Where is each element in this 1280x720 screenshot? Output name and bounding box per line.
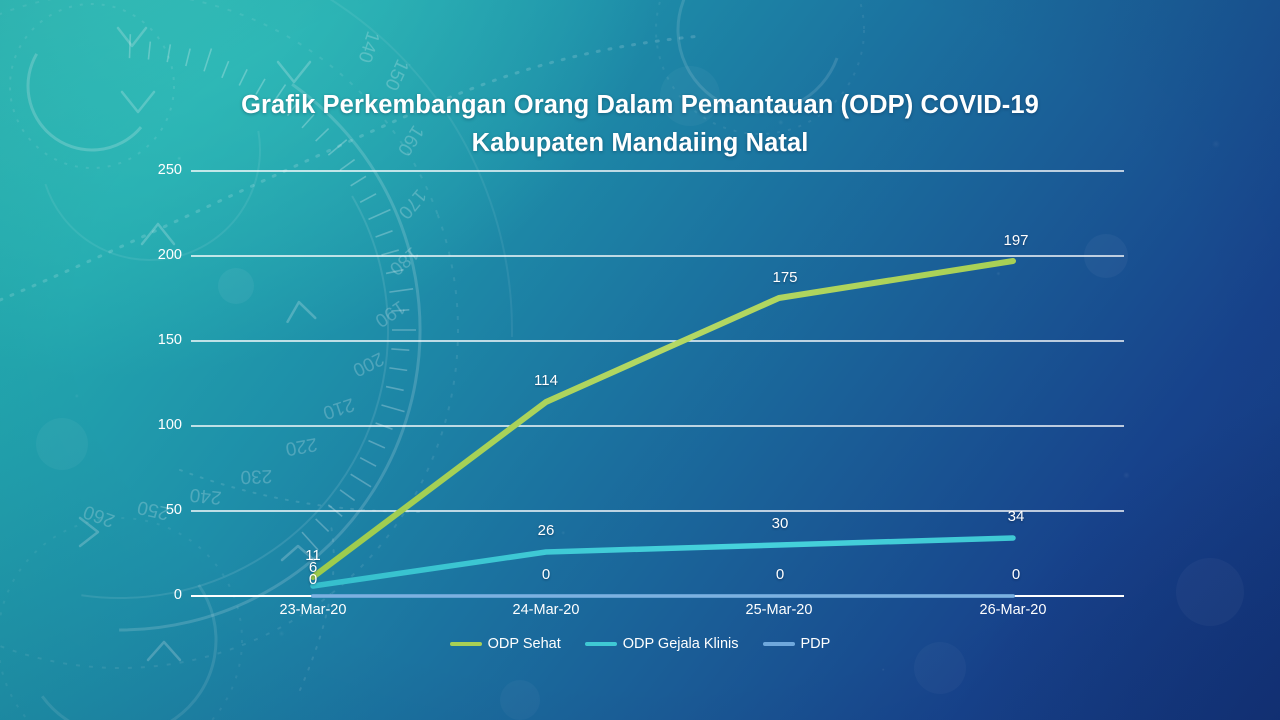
svg-text:230: 230 xyxy=(240,465,272,487)
legend-marker-odp-gejala-klinis xyxy=(584,642,617,646)
series-line-odp-sehat xyxy=(310,258,1016,580)
y-axis-label-150: 150 xyxy=(157,332,182,348)
svg-text:240: 240 xyxy=(189,484,223,508)
x-axis-label-25-mar-20: 25-Mar-20 xyxy=(745,602,813,618)
chart-title-line-2: Kabupaten Mandaiing Natal xyxy=(471,129,809,157)
data-label-odp-gejala-klinis-3: 34 xyxy=(1007,508,1025,525)
data-label-odp-gejala-klinis-1: 26 xyxy=(537,522,555,539)
series-line-odp-gejala-klinis xyxy=(310,535,1016,589)
legend-marker-odp-sehat xyxy=(449,642,482,646)
chart-title: Grafik Perkembangan Orang Dalam Pemantau… xyxy=(0,86,1280,162)
data-label-odp-sehat-0: 11 xyxy=(305,547,321,564)
data-label-pdp-3: 0 xyxy=(1011,566,1021,583)
chart-gridlines xyxy=(191,170,1124,512)
data-label-odp-sehat-2: 175 xyxy=(772,269,798,286)
chart-legend: ODP Sehat ODP Gejala Klinis PDP xyxy=(0,636,1280,652)
data-label-odp-sehat-3: 197 xyxy=(1003,232,1029,249)
legend-label-odp-sehat: ODP Sehat xyxy=(487,636,561,652)
legend-marker-pdp xyxy=(762,642,795,646)
legend-item-odp-gejala-klinis[interactable]: ODP Gejala Klinis xyxy=(584,636,739,652)
data-label-odp-gejala-klinis-0: 6 xyxy=(308,559,318,576)
x-axis-label-26-mar-20: 26-Mar-20 xyxy=(979,602,1047,618)
y-axis-label-0: 0 xyxy=(173,587,182,603)
x-axis-label-24-mar-20: 24-Mar-20 xyxy=(512,602,580,618)
y-axis-label-50: 50 xyxy=(165,502,182,518)
data-label-odp-gejala-klinis-2: 30 xyxy=(771,515,789,532)
legend-item-pdp[interactable]: PDP xyxy=(762,636,831,652)
data-label-pdp-0: 0 xyxy=(308,571,318,588)
data-label-pdp-1: 0 xyxy=(541,566,551,583)
y-axis-label-200: 200 xyxy=(157,247,182,263)
legend-label-odp-gejala-klinis: ODP Gejala Klinis xyxy=(622,636,739,652)
x-axis-label-23-mar-20: 23-Mar-20 xyxy=(279,602,347,618)
chart-title-line-1: Grafik Perkembangan Orang Dalam Pemantau… xyxy=(241,91,1039,119)
legend-label-pdp: PDP xyxy=(800,636,831,652)
y-axis-label-100: 100 xyxy=(157,417,182,433)
y-axis-label-250: 250 xyxy=(157,162,182,178)
data-label-pdp-2: 0 xyxy=(775,566,785,583)
legend-item-odp-sehat[interactable]: ODP Sehat xyxy=(449,636,561,652)
data-label-odp-sehat-1: 114 xyxy=(534,372,558,389)
